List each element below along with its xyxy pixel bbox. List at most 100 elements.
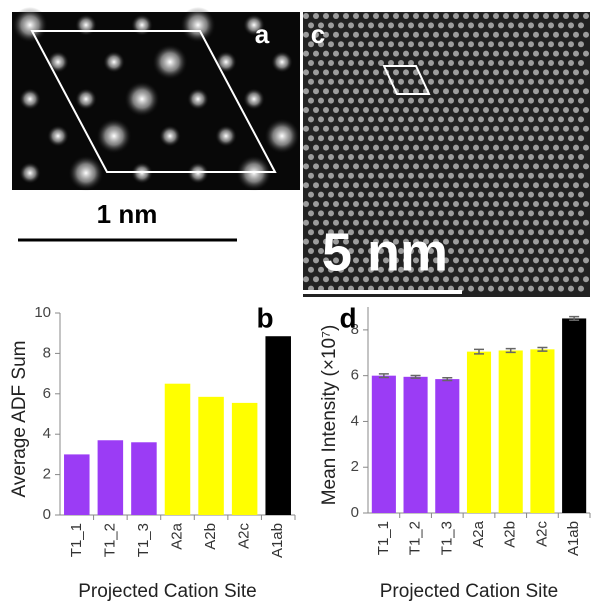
atom [303, 220, 309, 226]
atom [363, 182, 369, 188]
atom [468, 116, 474, 122]
atom [463, 239, 469, 245]
atom [543, 69, 549, 75]
atom [378, 173, 384, 179]
atom [583, 257, 589, 263]
atom [215, 125, 237, 147]
atom [318, 79, 324, 85]
atom [468, 22, 474, 28]
atom [563, 88, 569, 94]
atom [563, 239, 569, 245]
atom [483, 126, 489, 132]
atom [348, 116, 354, 122]
atom [508, 79, 514, 85]
atom [523, 13, 529, 19]
atom [383, 32, 389, 38]
atom [523, 107, 529, 113]
atom [488, 192, 494, 198]
atom [333, 107, 339, 113]
atom [383, 182, 389, 188]
atom [423, 126, 429, 132]
atom [488, 60, 494, 66]
atom [393, 126, 399, 132]
atom [563, 276, 569, 282]
atom [508, 154, 514, 160]
atom [478, 192, 484, 198]
atom [423, 51, 429, 57]
atom [473, 107, 479, 113]
atom [388, 173, 394, 179]
atom [578, 98, 584, 104]
atom [358, 98, 364, 104]
atom [483, 276, 489, 282]
atom [493, 239, 499, 245]
atom [403, 201, 409, 207]
atom [533, 51, 539, 57]
atom [338, 173, 344, 179]
atom [313, 201, 319, 207]
x-tick-label: A2a [168, 522, 185, 549]
atom [488, 248, 494, 254]
bar [131, 442, 157, 515]
atom [473, 88, 479, 94]
atom [578, 79, 584, 85]
atom [488, 229, 494, 235]
atom [573, 107, 579, 113]
atom [543, 51, 549, 57]
atom [533, 163, 539, 169]
atom [383, 163, 389, 169]
atom [433, 145, 439, 151]
atom [493, 69, 499, 75]
atom [393, 13, 399, 19]
atom [493, 182, 499, 188]
atom [423, 182, 429, 188]
atom [473, 51, 479, 57]
atom [368, 41, 374, 47]
atom [563, 145, 569, 151]
atom [483, 182, 489, 188]
atom [498, 135, 504, 141]
atom [533, 88, 539, 94]
atom [503, 13, 509, 19]
atom [308, 229, 314, 235]
atom [503, 69, 509, 75]
atom [568, 286, 574, 292]
atom [553, 88, 559, 94]
atom [443, 88, 449, 94]
atom [503, 32, 509, 38]
atom [428, 192, 434, 198]
atom [308, 192, 314, 198]
atom [343, 88, 349, 94]
atom [483, 107, 489, 113]
atom [308, 267, 314, 273]
atom [338, 192, 344, 198]
atom [413, 182, 419, 188]
atom [553, 276, 559, 282]
atom [523, 220, 529, 226]
atom [478, 98, 484, 104]
atom [468, 41, 474, 47]
atom [508, 22, 514, 28]
atom [533, 182, 539, 188]
atom [323, 163, 329, 169]
bar [265, 336, 291, 515]
atom [558, 192, 564, 198]
x-tick-label: T1_1 [375, 521, 392, 555]
atom [438, 79, 444, 85]
atom [398, 135, 404, 141]
atom [518, 116, 524, 122]
atom [418, 210, 424, 216]
atom [563, 51, 569, 57]
atom [433, 69, 439, 75]
atom [568, 210, 574, 216]
x-tick-label: A2c [533, 521, 550, 547]
atom [363, 126, 369, 132]
atom [438, 60, 444, 66]
atom [418, 116, 424, 122]
atom [518, 22, 524, 28]
atom [503, 163, 509, 169]
atom [443, 69, 449, 75]
atom [563, 201, 569, 207]
atom [388, 98, 394, 104]
atom [103, 51, 125, 73]
